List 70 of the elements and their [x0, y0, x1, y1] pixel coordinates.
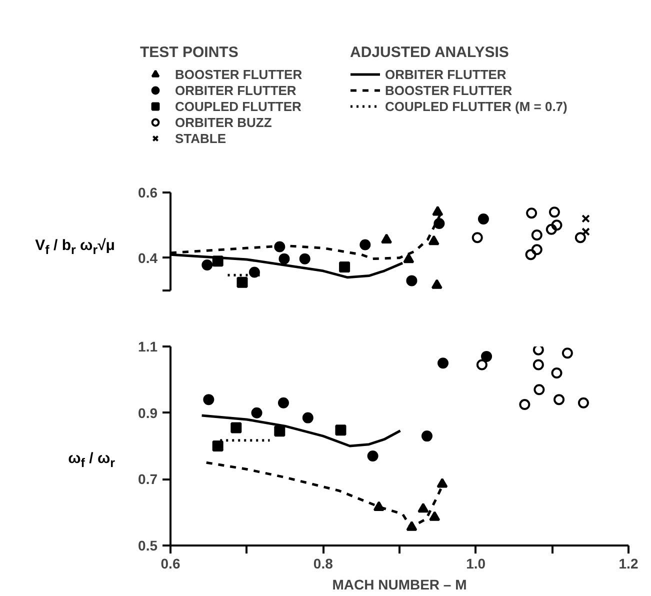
- point: [406, 275, 418, 286]
- legend-label: ORBITER FLUTTER: [175, 82, 296, 98]
- point: [202, 260, 213, 271]
- x-tick-label: 0.6: [160, 556, 180, 572]
- point: [478, 213, 489, 224]
- point: [431, 279, 442, 289]
- point: [554, 394, 565, 406]
- point: [418, 502, 429, 513]
- point: [472, 232, 483, 244]
- point: [519, 399, 530, 410]
- legend-title: TEST POINTS: [140, 44, 240, 61]
- point: [302, 412, 314, 424]
- point: [534, 384, 545, 396]
- point: [578, 397, 589, 408]
- point: [278, 253, 290, 264]
- point: [274, 426, 286, 437]
- y-tick-label: 1.1: [138, 338, 158, 354]
- point: [421, 430, 432, 442]
- text: ADJUSTED ANALYSIS: [350, 44, 510, 61]
- point: [436, 478, 448, 488]
- point: [203, 394, 214, 406]
- point: [367, 450, 378, 462]
- point: [438, 358, 449, 369]
- point: [360, 239, 371, 250]
- x-tick-label: 0.8: [313, 556, 334, 572]
- point: [236, 276, 248, 288]
- point: [248, 266, 260, 278]
- point: [339, 261, 350, 272]
- legend-label: ORBITER FLUTTER: [385, 66, 506, 82]
- y-tick-label: 0.5: [138, 538, 158, 554]
- point: [532, 346, 544, 356]
- point: [278, 397, 289, 408]
- point: [403, 253, 414, 264]
- legend-label: STABLE: [175, 130, 226, 146]
- point: [251, 407, 262, 418]
- point: [335, 424, 346, 436]
- point: [562, 348, 573, 359]
- point: [525, 249, 536, 260]
- y-tick-label: 0.9: [138, 404, 158, 421]
- point: [230, 422, 242, 434]
- x-tick-label: 1.0: [466, 556, 486, 572]
- point: [212, 440, 224, 452]
- y-tick-label: 0.6: [138, 184, 158, 200]
- point: [531, 229, 542, 240]
- point: [551, 220, 562, 231]
- y-axis-title: ω$_{f}$ / ω$_{r}$: [68, 449, 115, 472]
- point: [526, 208, 538, 219]
- point: [532, 359, 544, 370]
- point: [582, 214, 590, 223]
- point: [299, 253, 310, 264]
- legend-label: ORBITER BUZZ: [175, 114, 272, 130]
- legend-label: BOOSTER FLUTTER: [385, 82, 512, 98]
- y-axis-title: V$_{f}$ / b$_{r}$ ω$_{r}$√μ: [35, 236, 115, 259]
- y-tick-label: 0.4: [138, 250, 158, 266]
- point: [531, 244, 542, 256]
- point: [428, 235, 440, 246]
- y-tick-label: 0.7: [138, 471, 158, 488]
- point: [546, 224, 557, 235]
- x-axis-title: MACH NUMBER – M: [332, 576, 467, 592]
- point: [381, 234, 392, 244]
- legend-label: BOOSTER FLUTTER: [175, 66, 302, 82]
- point: [429, 511, 440, 521]
- legend-label: COUPLED FLUTTER: [175, 98, 302, 114]
- legend-label: COUPLED FLUTTER (M = 0.7): [385, 98, 568, 114]
- point: [548, 206, 560, 218]
- x-tick-label: 1.2: [618, 556, 638, 572]
- point: [481, 350, 492, 362]
- point: [551, 368, 562, 379]
- point: [476, 359, 488, 370]
- point: [434, 218, 445, 230]
